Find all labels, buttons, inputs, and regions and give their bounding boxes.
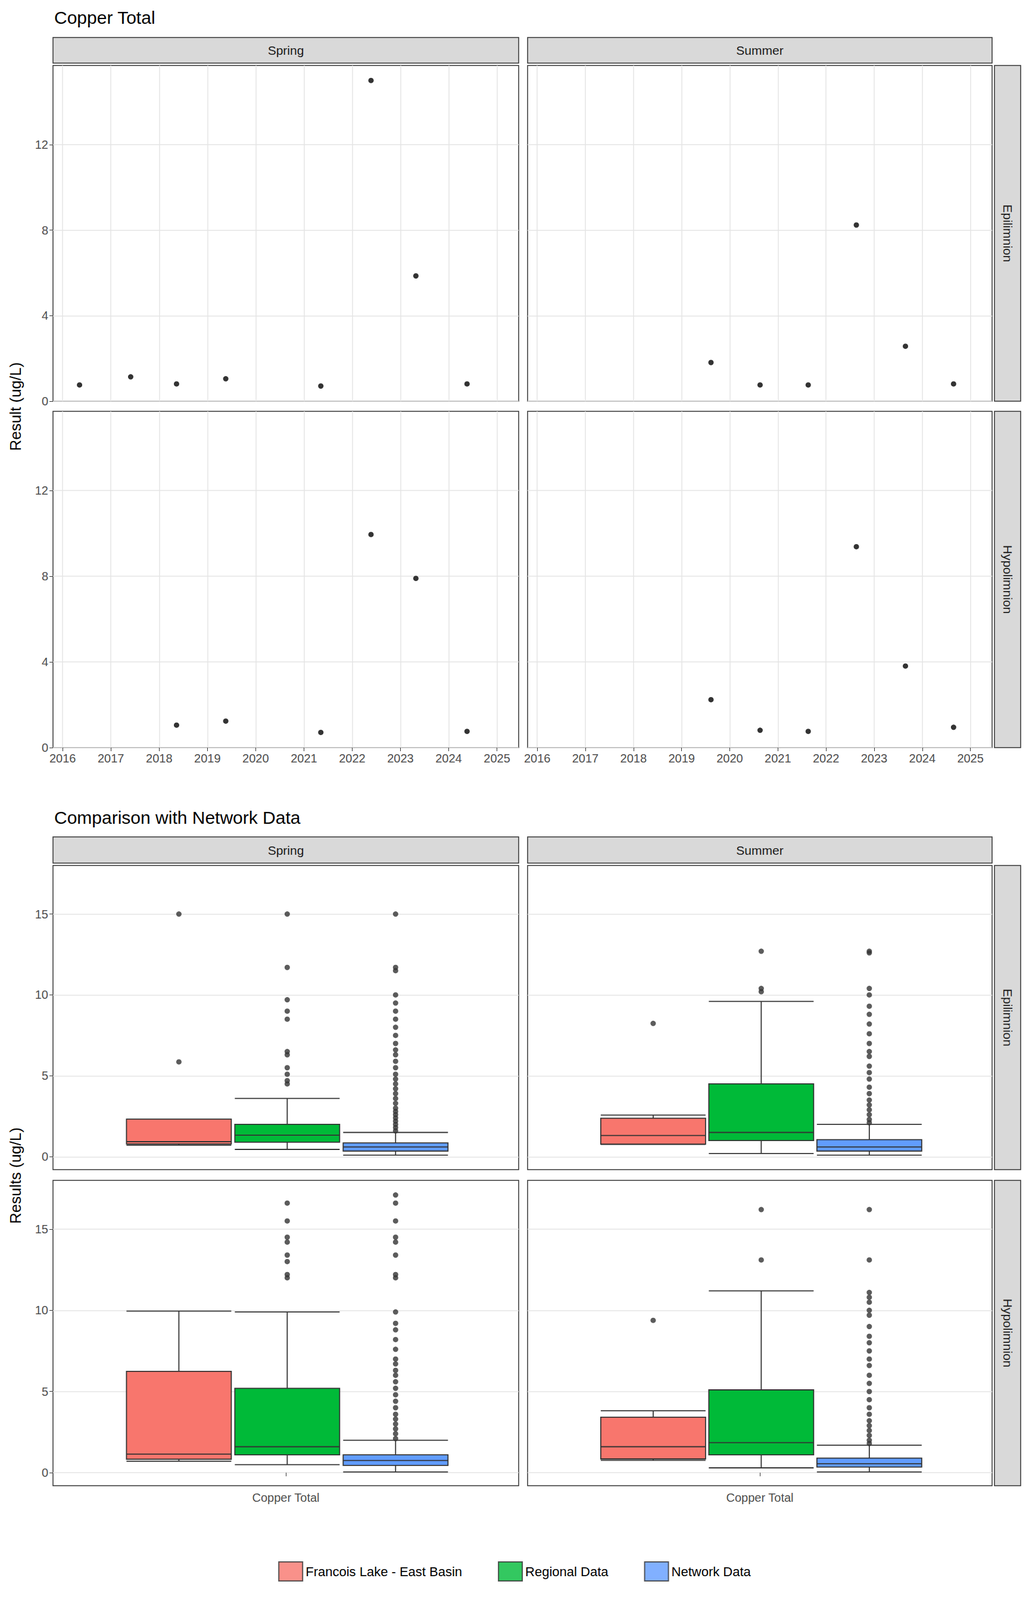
svg-text:10: 10 <box>35 988 49 1002</box>
svg-text:2023: 2023 <box>387 752 414 766</box>
svg-text:Francois Lake - East Basin: Francois Lake - East Basin <box>305 1564 463 1580</box>
svg-text:Copper Total: Copper Total <box>725 1491 794 1505</box>
svg-text:Summer: Summer <box>736 43 784 58</box>
svg-text:12: 12 <box>35 138 49 152</box>
svg-text:Epilimnion: Epilimnion <box>1001 989 1015 1047</box>
svg-text:Spring: Spring <box>267 843 305 858</box>
svg-text:Copper Total: Copper Total <box>251 1491 320 1505</box>
svg-text:5: 5 <box>41 1385 49 1399</box>
svg-text:Spring: Spring <box>267 43 305 58</box>
svg-text:4: 4 <box>41 655 49 669</box>
svg-text:15: 15 <box>35 1223 49 1237</box>
svg-text:2019: 2019 <box>668 752 695 766</box>
svg-text:2020: 2020 <box>716 752 744 766</box>
svg-text:2018: 2018 <box>145 752 173 766</box>
svg-text:5: 5 <box>41 1069 49 1083</box>
svg-text:2016: 2016 <box>524 752 551 766</box>
svg-text:2017: 2017 <box>572 752 600 766</box>
svg-text:Hypolimnion: Hypolimnion <box>1001 545 1015 615</box>
svg-text:8: 8 <box>41 223 49 238</box>
svg-text:0: 0 <box>41 1466 49 1480</box>
svg-text:2022: 2022 <box>338 752 366 766</box>
svg-text:10: 10 <box>35 1304 49 1318</box>
svg-text:8: 8 <box>41 569 49 583</box>
svg-text:0: 0 <box>41 394 49 408</box>
svg-text:2022: 2022 <box>812 752 840 766</box>
svg-text:2016: 2016 <box>49 752 77 766</box>
svg-text:Result (ug/L): Result (ug/L) <box>6 362 25 452</box>
svg-text:Network Data: Network Data <box>671 1564 752 1580</box>
svg-text:4: 4 <box>41 309 49 323</box>
svg-text:Regional Data: Regional Data <box>525 1564 609 1580</box>
svg-text:2025: 2025 <box>483 752 511 766</box>
svg-text:2020: 2020 <box>242 752 270 766</box>
svg-text:Hypolimnion: Hypolimnion <box>1001 1299 1015 1369</box>
svg-text:2018: 2018 <box>620 752 648 766</box>
svg-text:2021: 2021 <box>290 752 318 766</box>
svg-text:2023: 2023 <box>861 752 888 766</box>
svg-text:Results (ug/L): Results (ug/L) <box>6 1127 25 1225</box>
svg-text:12: 12 <box>35 484 49 498</box>
svg-text:0: 0 <box>41 741 49 755</box>
svg-text:2017: 2017 <box>97 752 125 766</box>
svg-text:Copper Total: Copper Total <box>54 7 156 28</box>
svg-text:2021: 2021 <box>764 752 792 766</box>
svg-text:2024: 2024 <box>435 752 463 766</box>
svg-text:2025: 2025 <box>956 752 984 766</box>
svg-text:2019: 2019 <box>194 752 221 766</box>
svg-text:Comparison with Network Data: Comparison with Network Data <box>54 808 301 828</box>
svg-text:15: 15 <box>35 908 49 922</box>
svg-text:0: 0 <box>41 1150 49 1164</box>
svg-text:Summer: Summer <box>736 843 784 858</box>
svg-text:Epilimnion: Epilimnion <box>1001 204 1015 263</box>
svg-text:2024: 2024 <box>909 752 937 766</box>
